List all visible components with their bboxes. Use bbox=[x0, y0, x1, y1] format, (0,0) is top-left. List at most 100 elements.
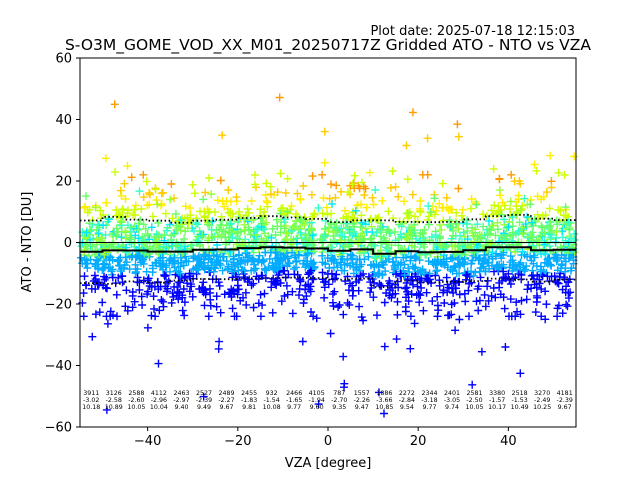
scatter-point-1007 bbox=[288, 287, 297, 296]
scatter-point-1331 bbox=[349, 219, 358, 228]
scatter-point-1344 bbox=[356, 223, 365, 232]
scatter-point-715 bbox=[219, 252, 228, 261]
scatter-point-730 bbox=[215, 337, 224, 346]
scatter-point-2189 bbox=[546, 222, 555, 231]
scatter-point-1977 bbox=[496, 206, 505, 214]
scatter-point-1976 bbox=[488, 261, 496, 270]
mean-plus-std-line bbox=[80, 214, 576, 224]
scatter-point-1735 bbox=[452, 284, 460, 293]
scatter-point-829 bbox=[243, 257, 252, 266]
scatter-point-906 bbox=[273, 265, 282, 274]
scatter-point-713 bbox=[224, 262, 233, 271]
scatter-point-301 bbox=[128, 303, 137, 312]
scatter-point-1361 bbox=[350, 171, 359, 180]
scatter-point-1989 bbox=[488, 248, 497, 257]
scatter-point-1219 bbox=[337, 224, 346, 233]
scatter-point-808 bbox=[235, 250, 243, 259]
scatter-point-1778 bbox=[438, 179, 447, 188]
scatter-point-1108 bbox=[320, 293, 329, 302]
scatter-point-1048 bbox=[281, 221, 290, 230]
scatter-point-329 bbox=[161, 209, 170, 218]
scatter-point-2069 bbox=[509, 264, 518, 273]
scatter-point-489 bbox=[177, 258, 186, 267]
scatter-point-620 bbox=[190, 189, 199, 198]
bin-count-label: 4105 bbox=[309, 390, 325, 397]
scatter-point-1984 bbox=[489, 221, 498, 230]
bin-mean-label: -1.57 bbox=[489, 397, 505, 404]
scatter-point-1881 bbox=[469, 271, 478, 280]
scatter-point-3 bbox=[80, 203, 89, 212]
scatter-point-1364 bbox=[359, 316, 368, 325]
scatter-point-1638 bbox=[433, 292, 442, 301]
scatter-point-1510 bbox=[400, 197, 409, 206]
bin-mean-label: -2.58 bbox=[106, 397, 122, 404]
scatter-point-2040 bbox=[519, 224, 528, 233]
scatter-point-1684 bbox=[440, 299, 449, 307]
bin-count-label: 3270 bbox=[534, 390, 550, 397]
scatter-point-2024 bbox=[516, 258, 525, 267]
bin-std-label: 9.49 bbox=[197, 404, 211, 411]
statistics-lines bbox=[80, 214, 576, 288]
scatter-point-1776 bbox=[443, 220, 452, 229]
scatter-point-1880 bbox=[461, 250, 470, 259]
scatter-point-1921 bbox=[500, 215, 509, 224]
scatter-point-1573 bbox=[392, 335, 401, 344]
scatter-point-727 bbox=[214, 344, 223, 353]
scatter-point-1792 bbox=[461, 297, 470, 306]
scatter-point-1251 bbox=[339, 352, 348, 361]
scatter-point-1549 bbox=[411, 272, 420, 281]
scatter-point-1583 bbox=[422, 288, 431, 297]
scatter-point-997 bbox=[299, 299, 308, 307]
scatter-point-410 bbox=[162, 226, 171, 235]
scatter-point-2294 bbox=[559, 211, 568, 220]
scatter-point-1518 bbox=[406, 312, 415, 321]
scatter-point-1314 bbox=[367, 222, 376, 231]
scatter-point-1320 bbox=[355, 302, 364, 311]
bin-count-label: 2272 bbox=[399, 390, 415, 397]
scatter-point-312 bbox=[121, 302, 130, 311]
scatter-point-1172 bbox=[327, 209, 336, 218]
scatter-point-1298 bbox=[348, 281, 357, 290]
scatter-point-1661 bbox=[418, 265, 427, 274]
scatter-point-1535 bbox=[404, 264, 413, 273]
scatter-point-1649 bbox=[426, 249, 435, 258]
scatter-point-1460 bbox=[380, 342, 389, 351]
scatter-point-2283 bbox=[564, 254, 573, 263]
scatter-point-2086 bbox=[512, 298, 521, 307]
scatter-point-669 bbox=[218, 266, 227, 275]
scatter-point-2306 bbox=[570, 152, 579, 161]
scatter-point-938 bbox=[271, 231, 280, 239]
scatter-point-2262 bbox=[555, 272, 564, 281]
scatter-point-275 bbox=[123, 208, 132, 217]
scatter-point-807 bbox=[246, 230, 255, 239]
scatter-point-419 bbox=[154, 256, 163, 265]
scatter-point-265 bbox=[135, 285, 144, 294]
scatter-point-1342 bbox=[350, 229, 359, 238]
scatter-point-781 bbox=[249, 303, 258, 312]
scatter-point-1008 bbox=[282, 229, 291, 238]
bin-count-label: 3380 bbox=[489, 390, 505, 397]
scatter-point-1150 bbox=[321, 231, 330, 240]
scatter-point-2235 bbox=[556, 206, 565, 215]
scatter-point-266 bbox=[132, 224, 141, 233]
scatter-point-1555 bbox=[392, 253, 401, 262]
scatter-point-711 bbox=[224, 208, 233, 217]
scatter-point-221 bbox=[125, 265, 134, 274]
scatter-point-1359 bbox=[361, 224, 370, 233]
scatter-points bbox=[77, 93, 579, 418]
scatter-point-1012 bbox=[287, 201, 296, 210]
scatter-point-1466 bbox=[371, 272, 380, 281]
scatter-point-1352 bbox=[359, 182, 368, 191]
scatter-point-1153 bbox=[318, 275, 327, 284]
scatter-point-2092 bbox=[506, 197, 515, 206]
scatter-point-2166 bbox=[540, 258, 549, 267]
scatter-point-305 bbox=[123, 306, 132, 315]
x-tick-label: 20 bbox=[410, 434, 427, 449]
scatter-point-1444 bbox=[377, 225, 386, 234]
scatter-point-1762 bbox=[439, 288, 448, 297]
scatter-point-1680 bbox=[453, 255, 462, 264]
scatter-point-73 bbox=[96, 206, 105, 215]
scatter-point-1558 bbox=[407, 222, 416, 231]
scatter-point-2025 bbox=[515, 218, 524, 227]
scatter-point-1151 bbox=[314, 203, 323, 212]
